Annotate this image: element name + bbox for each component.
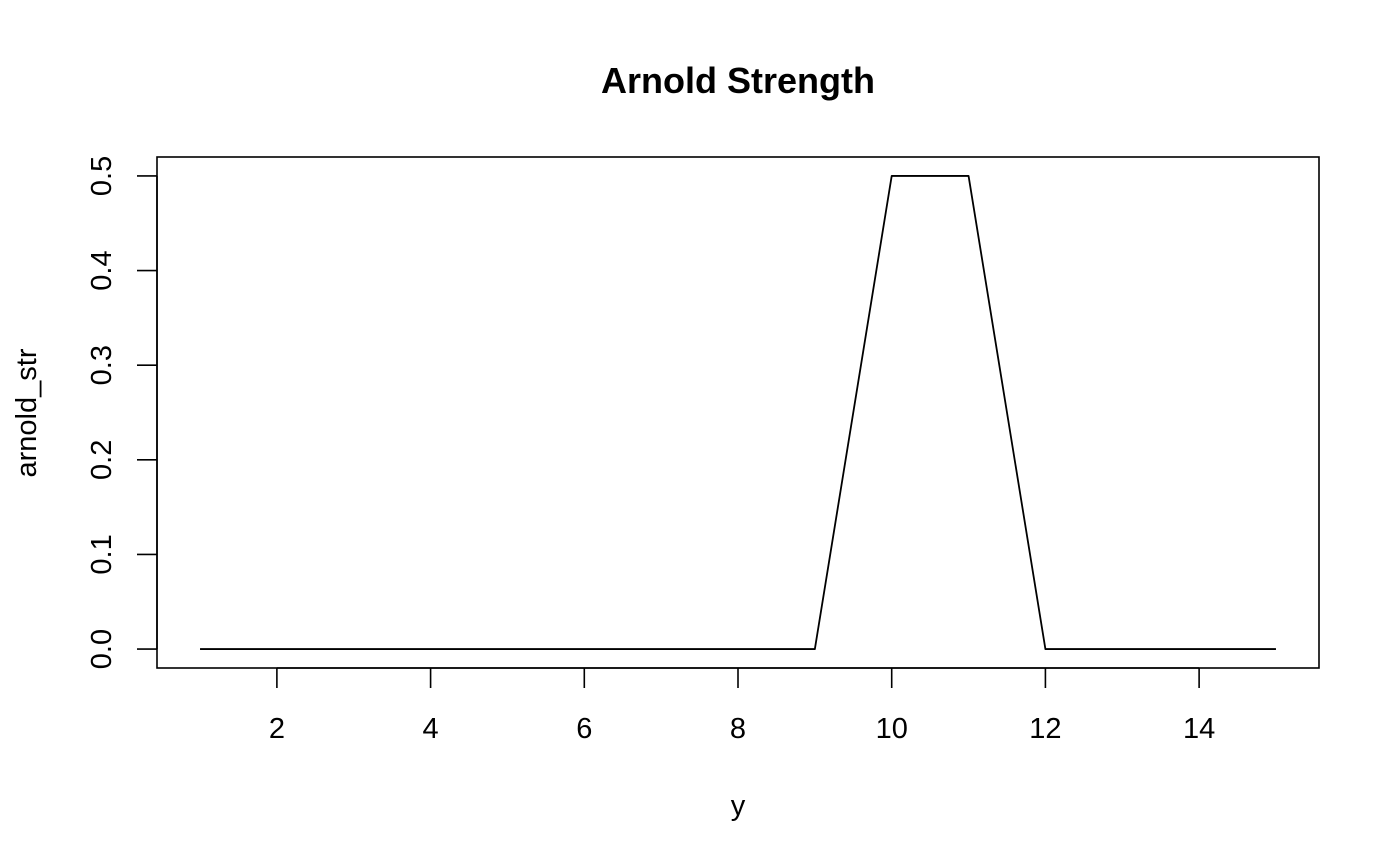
x-tick-label: 10 [876, 713, 908, 745]
x-tick-label: 14 [1183, 713, 1215, 745]
x-tick-label: 4 [423, 713, 439, 745]
y-tick-label: 0.4 [86, 250, 118, 290]
y-tick-label: 0.5 [86, 156, 118, 196]
x-tick-label: 12 [1029, 713, 1061, 745]
x-tick-label: 6 [576, 713, 592, 745]
x-tick-label: 2 [269, 713, 285, 745]
x-axis: 2 4 6 8 10 12 14 [269, 667, 1215, 745]
y-tick-label: 0.1 [86, 534, 118, 574]
y-axis-label: arnold_str [11, 348, 43, 477]
x-axis-label: y [731, 790, 746, 822]
chart-title: Arnold Strength [601, 60, 875, 101]
y-tick-label: 0.3 [86, 345, 118, 385]
series-line [200, 175, 1276, 650]
y-tick-label: 0.0 [86, 629, 118, 669]
series-layer [200, 175, 1276, 650]
y-axis: 0.0 0.1 0.2 0.3 0.4 0.5 [86, 156, 158, 669]
x-tick-label: 8 [730, 713, 746, 745]
y-tick-label: 0.2 [86, 440, 118, 480]
